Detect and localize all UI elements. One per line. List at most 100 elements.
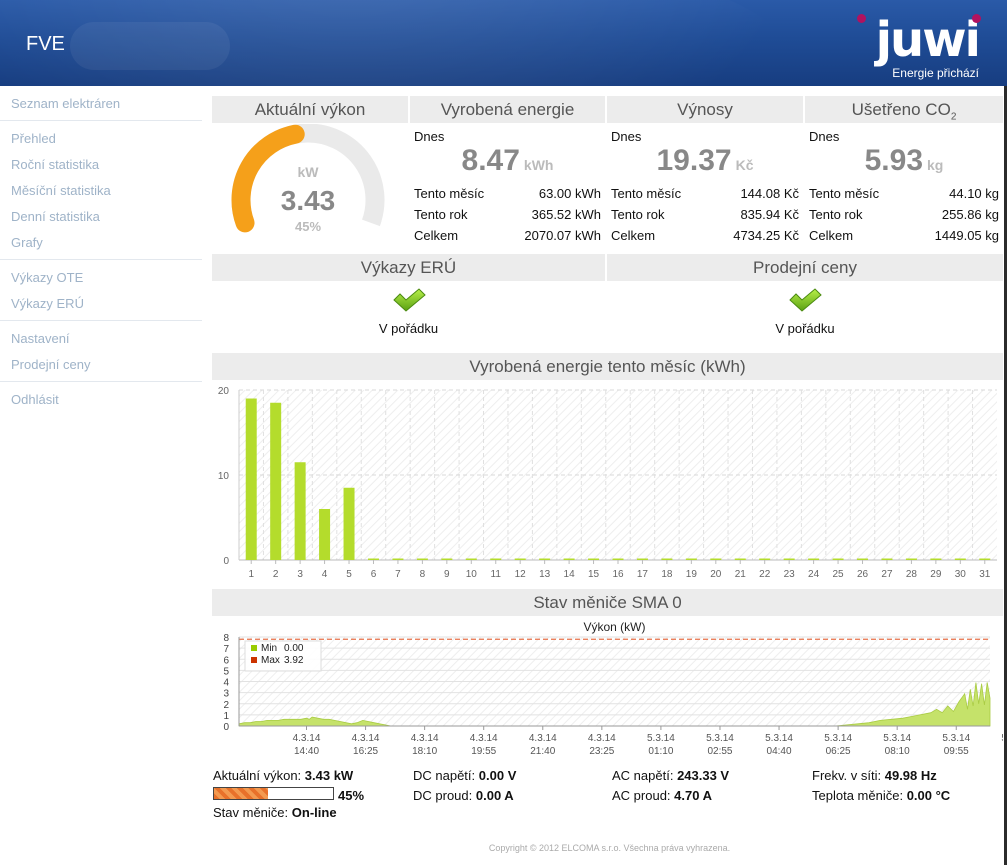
- header-glow: [70, 22, 230, 70]
- current-power-header: Aktuální výkon: [212, 96, 408, 123]
- gauge-unit: kW: [298, 164, 320, 180]
- x-tick-label: 24: [808, 569, 820, 580]
- check-icon: [789, 288, 822, 312]
- bar[interactable]: [710, 558, 722, 561]
- co2-row-value: 1449.05 kg: [934, 228, 999, 243]
- co2-row-label: Tento rok: [809, 207, 863, 222]
- sidebar-item[interactable]: Výkazy OTE: [11, 270, 84, 285]
- bar[interactable]: [416, 558, 428, 561]
- x-tick-label: 26: [857, 569, 869, 580]
- prices-status-text: V pořádku: [775, 321, 835, 336]
- bar[interactable]: [636, 558, 648, 561]
- juwi-logo[interactable]: juwi Energie přichází: [849, 10, 981, 80]
- sidebar-item[interactable]: Seznam elektráren: [11, 96, 121, 111]
- y-tick-label: 6: [223, 655, 229, 666]
- prices-status[interactable]: V pořádku: [607, 288, 1003, 336]
- bar[interactable]: [294, 462, 306, 560]
- bar[interactable]: [734, 558, 746, 561]
- bar[interactable]: [465, 558, 477, 561]
- y-tick-label: 0: [223, 722, 229, 733]
- x-tick-label: 18: [661, 569, 673, 580]
- bar[interactable]: [563, 558, 575, 561]
- x-tick-time: 01:10: [648, 746, 673, 757]
- sidebar-item[interactable]: Přehled: [11, 131, 56, 146]
- bar[interactable]: [783, 558, 795, 561]
- x-tick-time: 16:25: [353, 746, 378, 757]
- energy-row-value: 365.52 kWh: [531, 207, 601, 222]
- x-tick-label: 7: [395, 569, 401, 580]
- x-tick-label: 19: [686, 569, 698, 580]
- footer-copyright: Copyright © 2012 ELCOMA s.r.o. Všechna p…: [488, 843, 731, 853]
- bar[interactable]: [319, 509, 331, 560]
- bar[interactable]: [759, 558, 771, 561]
- energy-row-label: Tento rok: [414, 207, 468, 222]
- bar[interactable]: [905, 558, 917, 561]
- bar[interactable]: [245, 398, 257, 561]
- bar[interactable]: [490, 558, 502, 561]
- x-tick-label: 5: [346, 569, 352, 580]
- bar[interactable]: [661, 558, 673, 561]
- bar[interactable]: [979, 558, 991, 561]
- inverter-header: Stav měniče SMA 0: [212, 589, 1003, 616]
- x-tick-label: 20: [710, 569, 722, 580]
- power-stat: Aktuální výkon: 3.43 kW: [213, 768, 353, 783]
- bar[interactable]: [539, 558, 551, 561]
- bar[interactable]: [367, 558, 379, 561]
- inverter-status-label: Stav měniče:: [213, 805, 289, 820]
- y-tick-label: 2: [223, 700, 229, 711]
- logo-dot: [972, 14, 981, 23]
- revenue-row-value: 4734.25 Kč: [733, 228, 799, 243]
- month-chart-header: Vyrobená energie tento měsíc (kWh): [212, 353, 1003, 380]
- sidebar-item[interactable]: Grafy: [11, 235, 43, 250]
- bar[interactable]: [857, 558, 869, 561]
- sidebar-item[interactable]: Výkazy ERÚ: [11, 296, 84, 311]
- bar[interactable]: [954, 558, 966, 561]
- eru-status[interactable]: V pořádku: [212, 288, 605, 336]
- inverter-status-value: On-line: [291, 805, 337, 820]
- bar[interactable]: [881, 558, 893, 561]
- x-tick-label: 6: [371, 569, 377, 580]
- bar[interactable]: [685, 558, 697, 561]
- x-tick-time: 02:55: [707, 746, 732, 757]
- bar[interactable]: [441, 558, 453, 561]
- bar[interactable]: [832, 558, 844, 561]
- sidebar-item[interactable]: Denní statistika: [11, 209, 100, 224]
- inverter-status: Stav měniče: On-line: [213, 805, 337, 820]
- co2-row-label: Tento měsíc: [809, 186, 880, 201]
- x-tick-label: 11: [491, 569, 502, 580]
- bar[interactable]: [514, 558, 526, 561]
- y-tick-label: 7: [223, 644, 229, 655]
- revenue-today-number: 19.37: [656, 144, 732, 177]
- bar[interactable]: [392, 558, 404, 561]
- y-tick-label: 20: [218, 386, 230, 397]
- co2-subscript: 2: [950, 111, 957, 123]
- bar[interactable]: [808, 558, 820, 561]
- dc-voltage-value: 0.00 V: [478, 768, 517, 783]
- bar[interactable]: [270, 402, 282, 560]
- sidebar-item[interactable]: Měsíční statistika: [11, 183, 111, 198]
- revenue-today-label: Dnes: [611, 129, 642, 144]
- bar[interactable]: [343, 487, 355, 560]
- bar[interactable]: [930, 558, 942, 561]
- x-tick-date: 5.3.14: [883, 733, 911, 744]
- energy-row-label: Celkem: [414, 228, 459, 243]
- sidebar-item[interactable]: Prodejní ceny: [11, 357, 91, 372]
- x-tick-label: 30: [955, 569, 967, 580]
- bar[interactable]: [588, 558, 600, 561]
- x-tick-label: 17: [637, 569, 649, 580]
- sidebar-item[interactable]: Odhlásit: [11, 392, 59, 407]
- sidebar-divider: [0, 259, 202, 260]
- co2-today-label: Dnes: [809, 129, 840, 144]
- y-tick-label: 1: [223, 711, 229, 722]
- x-tick-date: 4.3.14: [411, 733, 439, 744]
- x-tick-label: 13: [539, 569, 551, 580]
- sidebar-nav: Seznam elektráren Přehled Roční statistika…: [0, 94, 202, 416]
- sidebar-item[interactable]: Roční statistika: [11, 157, 100, 172]
- co2-today-unit: kg: [927, 157, 944, 173]
- sidebar-item[interactable]: Nastavení: [11, 331, 70, 346]
- bar[interactable]: [612, 558, 624, 561]
- legend-box: [244, 640, 322, 672]
- x-tick-date: 4.3.14: [588, 733, 616, 744]
